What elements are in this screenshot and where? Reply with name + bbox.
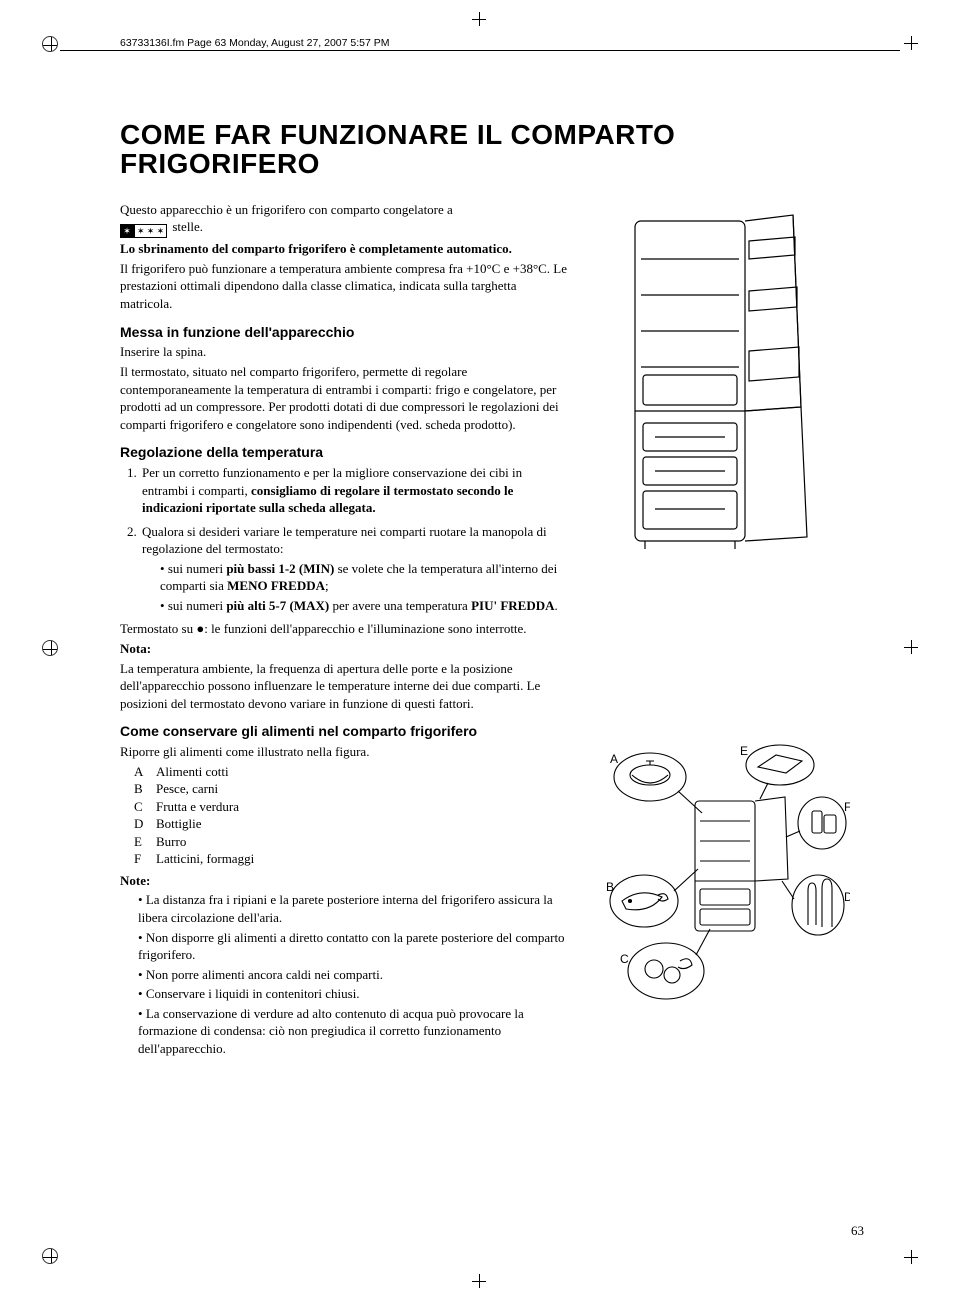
svg-text:E: E — [740, 744, 748, 758]
page-title: COME FAR FUNZIONARE IL COMPARTO FRIGORIF… — [120, 120, 860, 179]
star-rating-icon: ✶ ✶ ✶ — [134, 224, 167, 238]
body-text: La temperatura ambiente, la frequenza di… — [120, 660, 570, 713]
legend-value: Latticini, formaggi — [156, 850, 254, 868]
legend-list: A Alimenti cotti B Pesce, carni C Frutta e … — [120, 763, 570, 868]
legend-value: Burro — [156, 833, 186, 851]
running-header: 63733136I.fm Page 63 Monday, August 27, … — [116, 36, 394, 50]
text-column: Questo apparecchio è un frigorifero con … — [120, 201, 570, 1060]
intro-text: stelle. — [172, 219, 203, 234]
list-item: La conservazione di verdure ad alto cont… — [138, 1005, 570, 1058]
list-item: sui numeri più alti 5-7 (MAX) per avere … — [160, 597, 570, 615]
list-item: Qualora si desideri variare le temperatu… — [140, 523, 570, 615]
figure-food-placement: A E F D — [600, 741, 850, 1011]
list-item: Per un corretto funzionamento e per la m… — [140, 464, 570, 517]
svg-text:C: C — [620, 952, 629, 966]
intro-paragraph: Questo apparecchio è un frigorifero con … — [120, 201, 570, 239]
body-text: Il termostato, situato nel comparto frig… — [120, 363, 570, 433]
list-item: Non disporre gli alimenti a diretto cont… — [138, 929, 570, 964]
intro-paragraph: Lo sbrinamento del comparto frigorifero … — [120, 240, 570, 258]
legend-value: Alimenti cotti — [156, 763, 229, 781]
section-heading: Messa in funzione dell'apparecchio — [120, 323, 570, 342]
section-heading: Come conservare gli alimenti nel compart… — [120, 722, 570, 741]
page-number: 63 — [851, 1222, 864, 1240]
crop-mark — [42, 1248, 58, 1264]
body-text: Riporre gli alimenti come illustrato nel… — [120, 743, 570, 761]
svg-text:F: F — [844, 800, 850, 814]
ordered-list: Per un corretto funzionamento e per la m… — [120, 464, 570, 614]
legend-key: F — [134, 850, 146, 868]
section-heading: Regolazione della temperatura — [120, 443, 570, 462]
body-text: Termostato su ●: le funzioni dell'appare… — [120, 620, 570, 638]
page-content: COME FAR FUNZIONARE IL COMPARTO FRIGORIF… — [120, 120, 860, 1059]
list-item: sui numeri più bassi 1-2 (MIN) se volete… — [160, 560, 570, 595]
list-item: La distanza fra i ripiani e la parete po… — [138, 891, 570, 926]
nested-bullets: sui numeri più bassi 1-2 (MIN) se volete… — [142, 560, 570, 615]
notes-heading: Note: — [120, 872, 570, 890]
crop-mark — [904, 640, 918, 654]
legend-value: Bottiglie — [156, 815, 202, 833]
body-text: Qualora si desideri variare le temperatu… — [142, 524, 547, 557]
intro-text: Questo apparecchio è un frigorifero con … — [120, 202, 453, 217]
legend-key: C — [134, 798, 146, 816]
legend-key: A — [134, 763, 146, 781]
crop-mark — [904, 1250, 918, 1264]
legend-key: B — [134, 780, 146, 798]
figure-column: A E F D — [590, 201, 860, 1060]
crop-mark — [42, 640, 58, 656]
list-item: Non porre alimenti ancora caldi nei comp… — [138, 966, 570, 984]
notes-list: La distanza fra i ripiani e la parete po… — [120, 891, 570, 1057]
crop-mark — [904, 36, 918, 50]
crop-mark — [472, 12, 486, 26]
crop-mark — [472, 1274, 486, 1288]
legend-value: Pesce, carni — [156, 780, 218, 798]
svg-text:B: B — [606, 880, 614, 894]
star-rating-icon: ✶ — [120, 224, 134, 238]
nota-heading: Nota: — [120, 640, 570, 658]
legend-key: D — [134, 815, 146, 833]
body-text: Inserire la spina. — [120, 343, 570, 361]
legend-value: Frutta e verdura — [156, 798, 239, 816]
intro-paragraph: Il frigorifero può funzionare a temperat… — [120, 260, 570, 313]
svg-text:D: D — [844, 890, 850, 904]
svg-text:A: A — [610, 752, 618, 766]
figure-fridge — [615, 211, 835, 551]
crop-mark — [42, 36, 58, 52]
list-item: Conservare i liquidi in contenitori chiu… — [138, 985, 570, 1003]
legend-key: E — [134, 833, 146, 851]
